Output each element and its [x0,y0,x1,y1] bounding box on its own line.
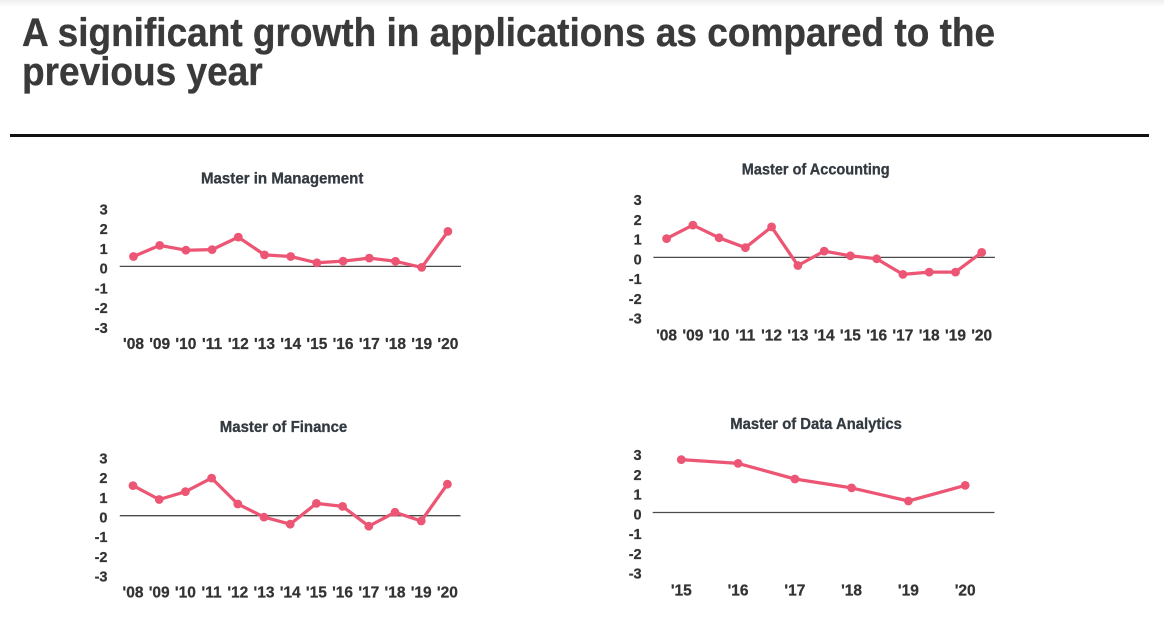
svg-text:'19: '19 [898,583,919,600]
svg-text:'16: '16 [332,585,353,602]
svg-text:3: 3 [634,193,642,209]
svg-text:-2: -2 [95,301,108,317]
svg-text:'20: '20 [955,583,976,600]
svg-text:3: 3 [99,451,107,467]
svg-text:'09: '09 [149,336,170,353]
svg-text:1: 1 [100,242,108,258]
svg-text:'18: '18 [385,585,406,602]
svg-text:'16: '16 [728,583,749,600]
svg-text:'12: '12 [227,585,248,602]
svg-text:Master in Management: Master in Management [201,171,363,188]
svg-text:'18: '18 [385,336,406,353]
svg-text:-2: -2 [629,547,642,563]
svg-text:'20: '20 [971,328,992,345]
svg-text:'13: '13 [787,328,808,345]
svg-text:'14: '14 [280,336,301,353]
svg-text:3: 3 [634,448,642,464]
svg-text:-1: -1 [629,527,642,543]
svg-text:'19: '19 [411,585,432,602]
svg-text:'09: '09 [149,585,170,602]
svg-text:2: 2 [634,213,642,229]
svg-text:'14: '14 [280,585,301,602]
svg-text:-1: -1 [95,530,108,546]
svg-text:'14: '14 [814,328,835,345]
svg-text:'16: '16 [866,328,887,345]
svg-text:-1: -1 [95,281,108,297]
svg-text:'17: '17 [892,328,913,345]
svg-text:'12: '12 [228,336,249,353]
svg-text:2: 2 [634,468,642,484]
svg-text:Master of Accounting: Master of Accounting [742,161,890,178]
svg-text:'08: '08 [123,336,144,353]
svg-text:'12: '12 [761,328,782,345]
svg-text:-3: -3 [629,567,642,583]
svg-text:'18: '18 [841,583,862,600]
svg-text:'15: '15 [306,336,327,353]
svg-text:'17: '17 [358,585,379,602]
svg-text:'11: '11 [202,336,222,353]
svg-text:Master of Data Analytics: Master of Data Analytics [730,416,902,433]
svg-text:0: 0 [634,507,642,523]
svg-text:1: 1 [99,491,107,507]
svg-text:'20: '20 [437,585,458,602]
svg-text:'10: '10 [175,585,196,602]
svg-text:'09: '09 [682,328,703,345]
svg-text:'13: '13 [254,336,275,353]
svg-text:-3: -3 [95,321,108,337]
svg-text:'15: '15 [840,328,861,345]
svg-text:-3: -3 [95,570,108,586]
svg-text:2: 2 [99,471,107,487]
svg-text:'16: '16 [333,336,354,353]
svg-text:'20: '20 [437,336,458,353]
svg-text:Master of Finance: Master of Finance [220,419,348,436]
svg-text:'11: '11 [735,328,755,345]
svg-text:'10: '10 [175,336,196,353]
svg-text:'17: '17 [359,336,380,353]
svg-text:-3: -3 [629,312,642,328]
svg-text:'11: '11 [202,585,222,602]
svg-text:0: 0 [634,252,642,268]
svg-text:'18: '18 [919,328,940,345]
svg-text:'08: '08 [656,328,677,345]
svg-text:1: 1 [634,488,642,504]
svg-text:'15: '15 [306,585,327,602]
svg-text:'15: '15 [671,583,692,600]
svg-text:'10: '10 [709,328,730,345]
svg-text:-2: -2 [629,292,642,308]
svg-text:'17: '17 [784,583,805,600]
svg-text:-1: -1 [629,272,642,288]
svg-text:3: 3 [100,202,108,218]
svg-text:'08: '08 [123,585,144,602]
svg-text:'13: '13 [254,585,275,602]
svg-text:0: 0 [100,262,108,278]
svg-text:'19: '19 [945,328,966,345]
svg-text:-2: -2 [95,550,108,566]
svg-text:0: 0 [99,511,107,527]
svg-text:1: 1 [634,233,642,249]
svg-text:2: 2 [100,222,108,238]
svg-text:'19: '19 [411,336,432,353]
